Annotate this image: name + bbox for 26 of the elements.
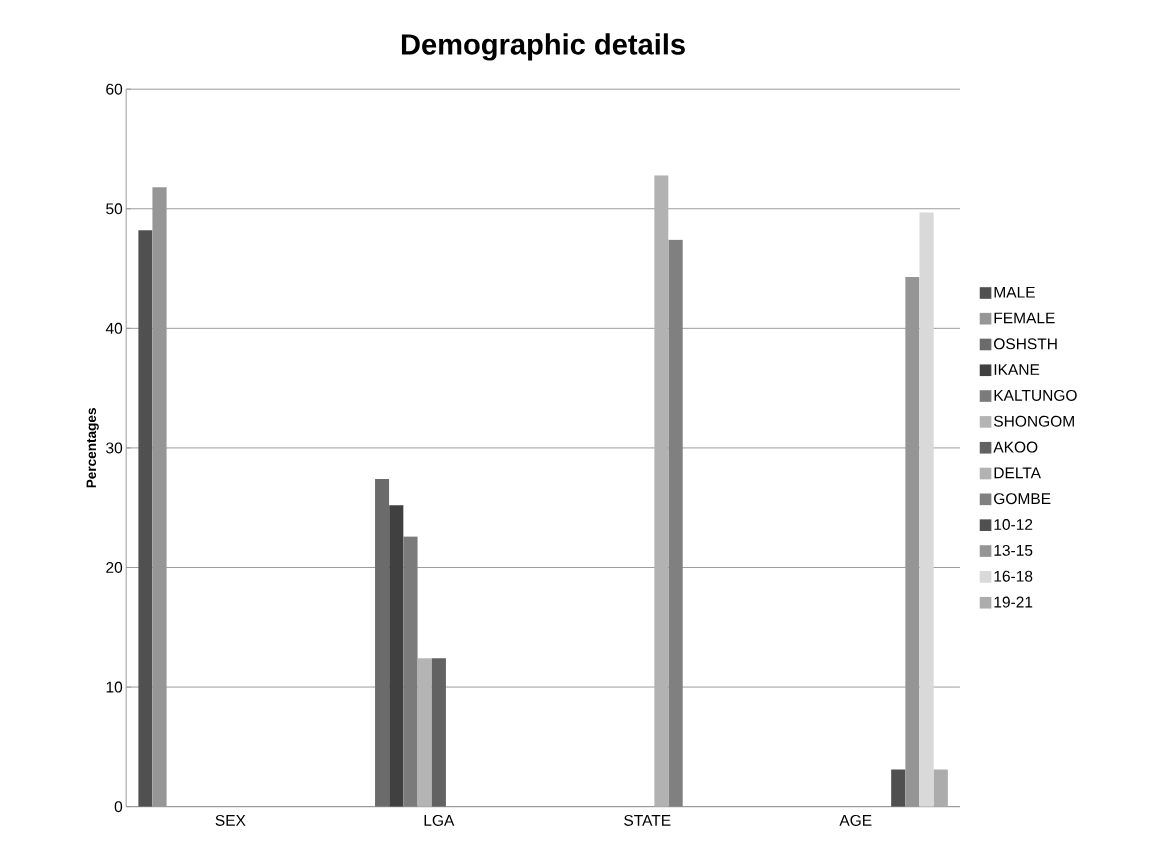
y-tick-label: 60	[106, 83, 123, 95]
y-tick-label: 40	[105, 322, 123, 334]
x-tick-label: AGE	[839, 814, 872, 826]
x-tick-label: SEX	[215, 814, 246, 826]
legend-label: MALE	[994, 286, 1035, 298]
chart-title: Demographic details	[401, 33, 685, 61]
legend-label: IKANE	[994, 364, 1040, 375]
y-tick-label: 0	[114, 801, 123, 813]
legend-label: 16-18	[994, 570, 1033, 582]
legend-label: DELTA	[994, 467, 1041, 479]
legend-label: 10-12	[994, 518, 1033, 530]
y-tick-label: 50	[106, 203, 123, 215]
y-tick-label: 20	[106, 561, 123, 573]
legend-label: 13-15	[994, 544, 1033, 556]
y-axis-title: Percentages	[86, 408, 99, 488]
x-tick-label: STATE	[624, 814, 671, 826]
legend-label: KALTUNGO	[994, 389, 1077, 401]
legend-label: SHONGOM	[994, 415, 1074, 427]
legend-label: OSHSTH	[994, 338, 1057, 350]
legend-label: AKOO	[993, 441, 1038, 453]
y-tick-label: 30	[106, 442, 123, 454]
y-tick-label: 10	[106, 681, 123, 693]
x-tick-label: LGA	[424, 814, 455, 826]
legend-label: GOMBE	[994, 493, 1051, 505]
legend-label: FEMALE	[994, 312, 1055, 324]
legend-label: 19-21	[994, 596, 1033, 608]
